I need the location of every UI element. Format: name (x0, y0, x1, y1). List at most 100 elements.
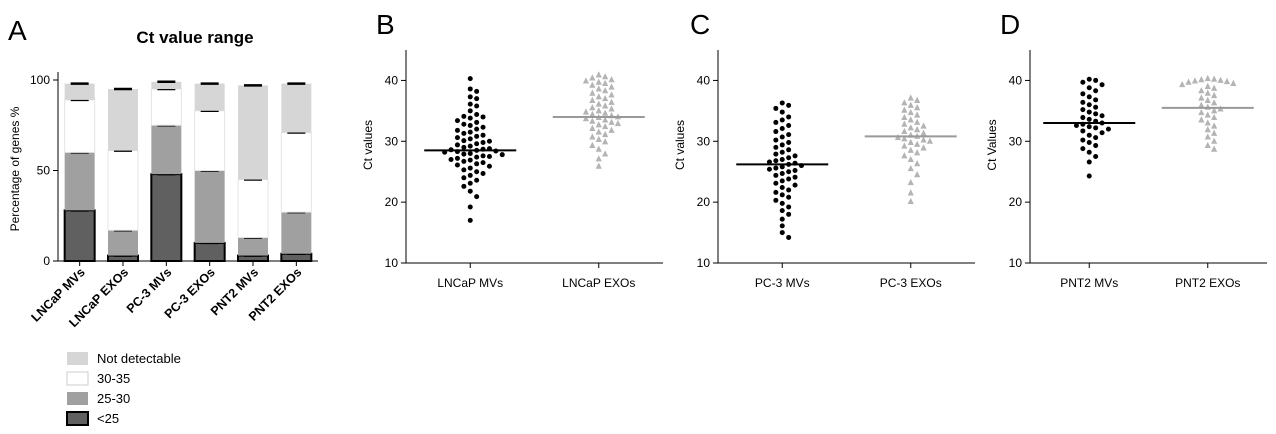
data-point (773, 180, 779, 186)
data-point (1198, 87, 1205, 94)
data-point (474, 126, 480, 132)
legend-label: Not detectable (97, 351, 181, 366)
data-point (786, 187, 792, 193)
bar-segment (194, 83, 225, 111)
data-point (786, 122, 792, 128)
data-point (773, 129, 779, 135)
y-tick-label: 10 (385, 256, 399, 270)
data-point (595, 128, 602, 135)
data-point (467, 115, 473, 121)
data-point (589, 74, 596, 81)
data-point (779, 178, 785, 184)
data-point (1211, 137, 1218, 144)
data-point (1080, 146, 1086, 152)
data-point (1204, 89, 1211, 96)
data-point (1204, 96, 1211, 104)
data-point (602, 109, 609, 116)
data-point (786, 147, 792, 153)
data-point (595, 78, 602, 85)
data-point (480, 124, 486, 130)
data-point (582, 77, 590, 84)
data-point (779, 171, 785, 177)
data-point (448, 157, 454, 163)
data-point (461, 144, 467, 150)
bar-segment (150, 88, 182, 126)
data-point (486, 154, 492, 159)
data-point (1093, 97, 1099, 103)
data-point (1204, 126, 1211, 133)
data-point (589, 89, 596, 96)
data-point (467, 86, 473, 92)
data-point (1080, 107, 1086, 113)
data-point (595, 155, 602, 162)
data-point (589, 110, 596, 117)
data-point (474, 103, 480, 109)
data-point (602, 102, 609, 109)
data-point (907, 94, 914, 101)
data-point (1086, 173, 1092, 179)
data-point (779, 164, 785, 170)
data-point (786, 211, 792, 217)
data-point (779, 208, 785, 214)
data-point (589, 124, 596, 131)
data-point (901, 127, 908, 135)
data-point (589, 81, 596, 88)
data-point (602, 87, 609, 94)
data-point (595, 85, 602, 92)
data-point (773, 197, 779, 203)
data-point (914, 140, 921, 147)
bar-segment (280, 131, 312, 213)
data-point (901, 142, 908, 149)
x-tick-label: PC-3 MVs (755, 276, 810, 290)
data-point (595, 107, 602, 114)
data-point (461, 138, 467, 144)
data-point (779, 157, 785, 163)
y-tick-label: 10 (697, 256, 711, 270)
data-point (1204, 82, 1211, 90)
bar-segment (281, 212, 312, 254)
data-point (1211, 75, 1218, 82)
data-point (1086, 149, 1092, 155)
data-point (779, 200, 785, 206)
data-point (595, 121, 602, 128)
panel-letter-a: A (8, 15, 27, 46)
data-point (474, 194, 480, 200)
data-point (467, 94, 473, 100)
data-point (779, 185, 785, 191)
data-point (914, 111, 921, 118)
data-point (1073, 122, 1079, 128)
data-point (1093, 125, 1099, 131)
data-point (1211, 145, 1218, 152)
data-point (773, 189, 779, 195)
data-point (907, 146, 914, 153)
data-point (474, 96, 480, 102)
data-point (454, 142, 460, 148)
data-point (1211, 91, 1218, 99)
bar-segment (151, 81, 182, 90)
chart-title: Ct value range (136, 28, 253, 47)
data-point (1086, 140, 1092, 146)
data-point (486, 163, 492, 169)
data-point (467, 129, 473, 135)
data-point (1080, 91, 1086, 97)
data-point (773, 137, 779, 143)
bar-segment (108, 230, 138, 256)
y-tick-label: 10 (1009, 256, 1023, 270)
data-point (1093, 135, 1099, 141)
data-point (1211, 99, 1218, 106)
data-point (907, 124, 914, 131)
data-point (467, 136, 473, 142)
data-point (467, 108, 473, 114)
data-point (589, 117, 596, 124)
data-point (602, 138, 609, 145)
data-point (602, 73, 609, 80)
bar-segment (281, 83, 312, 133)
data-point (461, 158, 467, 164)
y-tick-label: 30 (1009, 134, 1023, 148)
data-point (792, 153, 798, 159)
data-point (1211, 122, 1218, 129)
data-point (920, 122, 927, 129)
data-point (589, 141, 596, 149)
data-point (480, 114, 486, 120)
